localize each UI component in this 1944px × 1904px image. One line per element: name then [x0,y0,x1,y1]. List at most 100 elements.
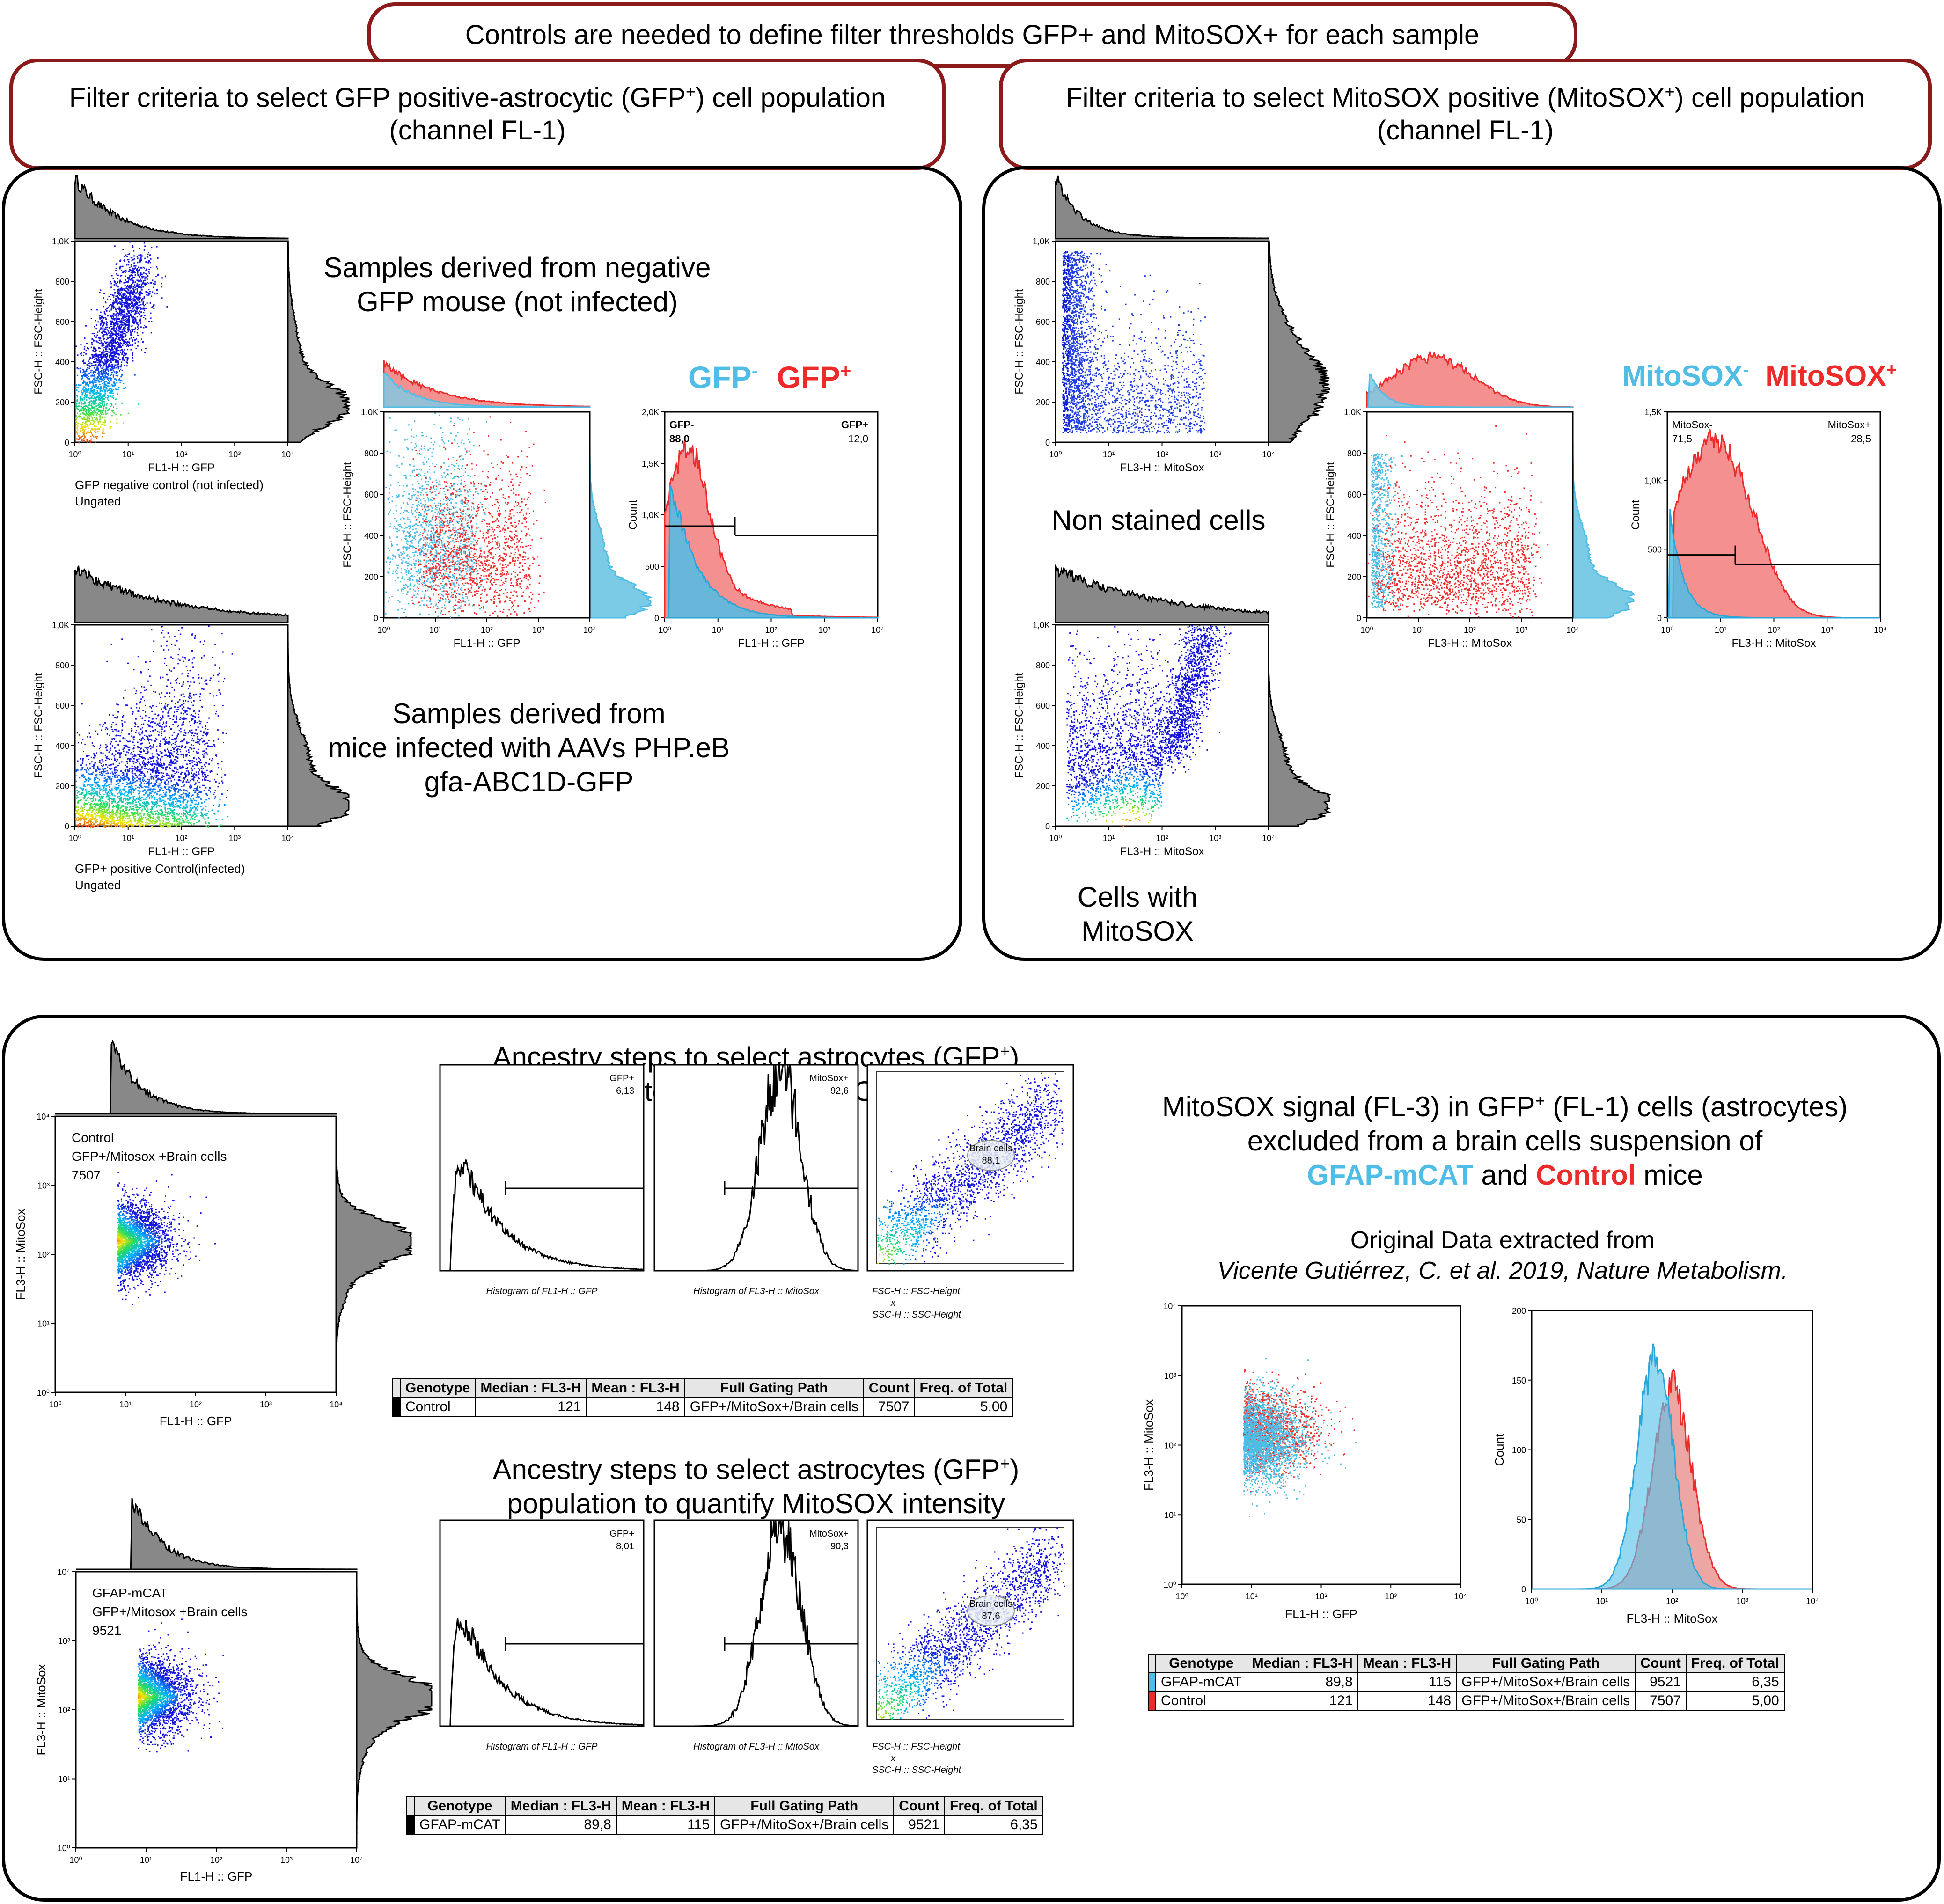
event-dot [110,393,112,394]
event-dot [148,271,150,273]
event-dot [130,344,132,346]
event-dot [95,365,96,366]
event-dot [132,360,133,362]
event-dot [132,308,133,310]
y-tick-label: 200 [55,398,69,407]
event-dot [125,255,126,256]
event-dot [116,408,117,409]
event-dot [130,349,132,350]
event-dot [139,295,141,296]
event-dot [104,401,105,403]
event-dot [156,266,157,268]
event-dot [106,403,108,404]
event-dot [139,301,140,303]
event-dot [96,419,98,421]
event-dot [121,374,123,376]
event-dot [95,358,97,359]
event-dot [122,266,124,267]
event-dot [108,375,109,376]
event-dot [83,403,84,404]
event-dot [109,363,110,365]
event-dot [116,419,117,420]
event-dot [134,331,135,332]
event-dot [118,387,120,388]
event-dot [123,319,124,321]
event-dot [161,277,163,278]
event-dot [84,399,85,400]
event-dot [106,372,107,373]
event-dot [109,392,110,394]
event-dot [148,321,150,322]
event-dot [117,308,118,309]
event-dot [141,349,142,351]
y-tick-label: 0 [65,438,69,447]
event-dot [151,332,152,334]
marginal-histogram [75,176,288,239]
event-dot [110,403,112,404]
event-dot [109,305,110,306]
event-dot [96,414,97,416]
event-dot [132,331,133,332]
event-dot [84,395,86,397]
event-dot [132,304,134,305]
event-dot [89,416,91,417]
event-dot [80,428,81,429]
event-dot [80,424,81,425]
event-dot [144,280,146,281]
event-dot [83,410,85,411]
event-dot [128,304,130,305]
event-dot [101,403,103,404]
event-dot [110,427,111,429]
event-dot [107,385,109,387]
event-dot [116,422,117,424]
event-dot [92,350,94,351]
event-dot [115,283,117,285]
event-dot [89,359,90,360]
event-dot [140,267,141,269]
event-dot [98,354,100,356]
event-dot [140,326,142,328]
event-dot [149,273,150,274]
event-dot [123,333,125,334]
event-dot [98,386,99,387]
event-dot [108,330,109,332]
event-dot [135,342,136,344]
event-dot [119,268,121,269]
flow-cytometry-plots: 1,0K800600400200010⁰ 10¹ 10² 10³ 10⁴FL1-H ::… [0,0,1944,1904]
x-tick-label: 10³ [228,450,241,459]
event-dot [92,434,93,435]
event-dot [109,337,110,338]
event-dot [80,344,81,345]
event-dot [104,403,105,405]
event-dot [78,391,80,392]
event-dot [134,295,136,296]
event-dot [88,428,89,429]
event-dot [106,404,107,406]
event-dot [89,357,91,359]
event-dot [85,353,87,355]
event-dot [92,429,94,431]
event-dot [96,324,97,326]
event-dot [98,421,99,422]
event-dot [137,262,138,263]
event-dot [147,254,148,255]
event-dot [83,370,84,372]
event-dot [102,432,103,434]
event-dot [103,388,104,390]
event-dot [98,388,100,389]
event-dot [138,328,139,329]
event-dot [132,353,133,355]
event-dot [130,333,132,335]
x-tick-label: 10⁰ [68,450,81,459]
event-dot [144,352,146,353]
event-dot [116,315,117,317]
event-dot [125,282,126,283]
event-dot [91,354,93,356]
event-dot [96,438,98,439]
event-dot [127,357,128,359]
event-dot [133,286,134,288]
y-axis-label: FSC-H :: FSC-Height [32,289,45,395]
event-dot [88,348,89,350]
event-dot [134,281,136,283]
event-dot [117,278,118,279]
